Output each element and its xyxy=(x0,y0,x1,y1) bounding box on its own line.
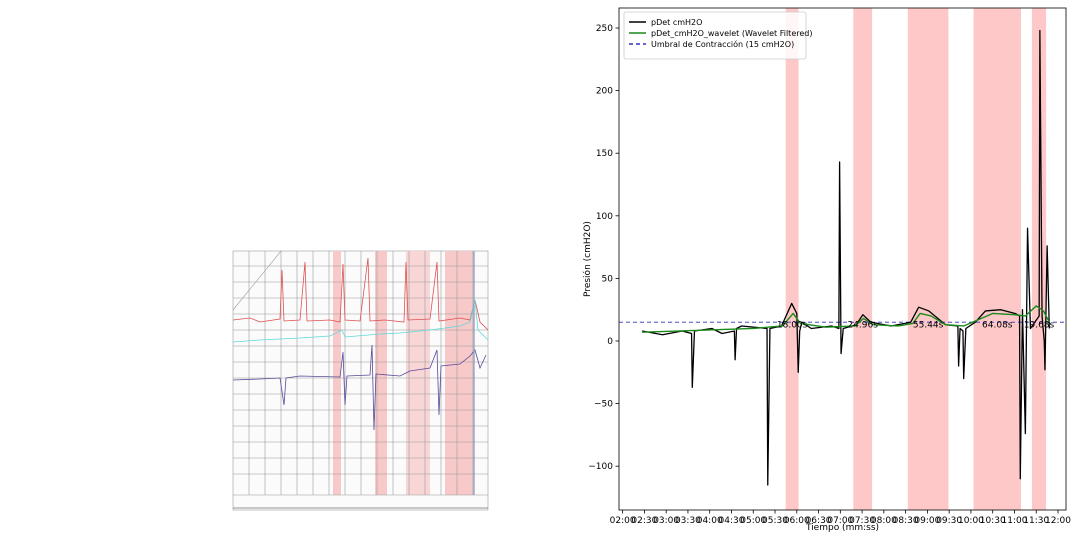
legend-box xyxy=(623,11,807,60)
scan-thumbnail xyxy=(232,250,489,511)
x-tick-label: 08:00 xyxy=(871,516,897,526)
y-tick-label: 250 xyxy=(596,24,613,34)
scan-band xyxy=(333,251,341,495)
scan-trace-cyan xyxy=(232,299,489,343)
x-axis-label: Tiempo (mm:ss) xyxy=(805,523,879,533)
x-tick-label: 07:00 xyxy=(827,516,853,526)
x-tick-label: 04:30 xyxy=(719,516,745,526)
x-tick-label: 11:00 xyxy=(1002,516,1028,526)
y-tick-label: 50 xyxy=(602,274,614,284)
x-tick-label: 05:30 xyxy=(762,516,788,526)
y-tick-label: 100 xyxy=(596,212,613,222)
x-tick-label: 10:00 xyxy=(958,516,984,526)
contraction-span xyxy=(853,8,873,510)
y-axis-label: Presión (cmH2O) xyxy=(582,221,593,297)
x-tick-label: 06:30 xyxy=(806,516,832,526)
x-tick-label: 09:30 xyxy=(936,516,962,526)
x-tick-label: 03:30 xyxy=(675,516,701,526)
span-annotation: 55.44s xyxy=(913,321,944,331)
contraction-span xyxy=(785,8,799,510)
scan-band xyxy=(406,251,430,495)
scan-trace-purple xyxy=(232,344,487,431)
span-annotation: 19.68s xyxy=(1024,321,1055,331)
x-tick-label: 06:00 xyxy=(784,516,810,526)
scan-trace-red xyxy=(232,257,489,331)
x-tick-label: 04:00 xyxy=(697,516,723,526)
scan-band xyxy=(445,251,475,495)
scan-band xyxy=(375,251,387,495)
contraction-span xyxy=(907,8,949,510)
y-tick-label: −50 xyxy=(594,400,613,410)
axes-frame xyxy=(618,7,1067,511)
legend: pDet cmH2O pDet_cmH2O_wavelet (Wavelet Fi… xyxy=(623,11,812,60)
legend-label: pDet_cmH2O_wavelet (Wavelet Filtered) xyxy=(651,29,812,38)
x-tick-label: 09:00 xyxy=(914,516,940,526)
x-tick-label: 12:00 xyxy=(1045,516,1071,526)
span-annotation: 64.08s xyxy=(982,321,1013,331)
x-tick-label: 02:30 xyxy=(631,516,657,526)
x-tick-label: 10:30 xyxy=(980,516,1006,526)
contraction-span xyxy=(973,8,1022,510)
legend-label: Umbral de Contracción (15 cmH2O) xyxy=(651,39,794,49)
legend-label: pDet cmH2O xyxy=(651,18,702,27)
span-annotation: 24.96s xyxy=(847,321,878,331)
span-annotation: 18.00s xyxy=(777,321,808,331)
x-tick-label: 08:30 xyxy=(893,516,919,526)
x-tick-label: 02:00 xyxy=(610,516,636,526)
x-tick-label: 05:00 xyxy=(740,516,766,526)
y-tick-label: 0 xyxy=(607,337,613,347)
y-tick-label: 150 xyxy=(596,149,613,159)
x-tick-label: 03:00 xyxy=(653,516,679,526)
y-tick-label: −100 xyxy=(588,462,613,472)
series-line xyxy=(642,305,1050,333)
x-tick-label: 07:30 xyxy=(849,516,875,526)
x-tick-label: 11:30 xyxy=(1023,516,1049,526)
series-line xyxy=(642,29,1050,486)
plot: 18.00s 24.96s 55.44s 64.08s 19.68s −100 −50 0 50… xyxy=(582,7,1071,533)
y-tick-label: 200 xyxy=(596,87,613,97)
